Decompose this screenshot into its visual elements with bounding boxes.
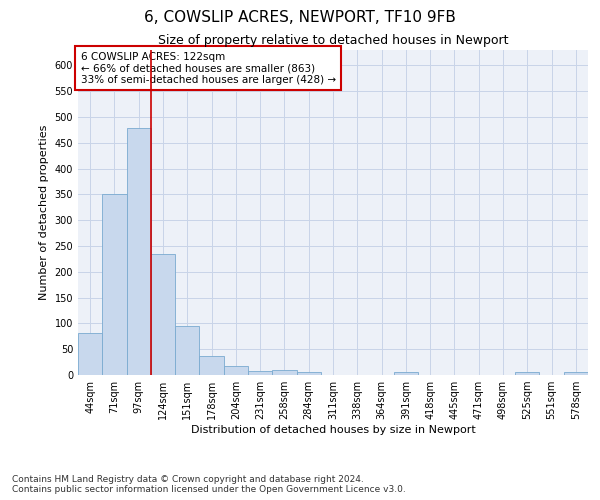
Bar bbox=[175, 326, 199, 375]
Bar bbox=[151, 254, 175, 375]
Title: Size of property relative to detached houses in Newport: Size of property relative to detached ho… bbox=[158, 34, 508, 48]
X-axis label: Distribution of detached houses by size in Newport: Distribution of detached houses by size … bbox=[191, 425, 475, 435]
Bar bbox=[224, 366, 248, 375]
Bar bbox=[272, 370, 296, 375]
Text: 6, COWSLIP ACRES, NEWPORT, TF10 9FB: 6, COWSLIP ACRES, NEWPORT, TF10 9FB bbox=[144, 10, 456, 25]
Text: 6 COWSLIP ACRES: 122sqm
← 66% of detached houses are smaller (863)
33% of semi-d: 6 COWSLIP ACRES: 122sqm ← 66% of detache… bbox=[80, 52, 335, 85]
Bar bbox=[515, 372, 539, 375]
Bar bbox=[296, 372, 321, 375]
Bar bbox=[248, 371, 272, 375]
Y-axis label: Number of detached properties: Number of detached properties bbox=[39, 125, 49, 300]
Bar bbox=[78, 332, 102, 375]
Bar bbox=[127, 128, 151, 375]
Bar bbox=[564, 372, 588, 375]
Bar bbox=[394, 372, 418, 375]
Bar bbox=[199, 356, 224, 375]
Text: Contains HM Land Registry data © Crown copyright and database right 2024.
Contai: Contains HM Land Registry data © Crown c… bbox=[12, 474, 406, 494]
Bar bbox=[102, 194, 127, 375]
